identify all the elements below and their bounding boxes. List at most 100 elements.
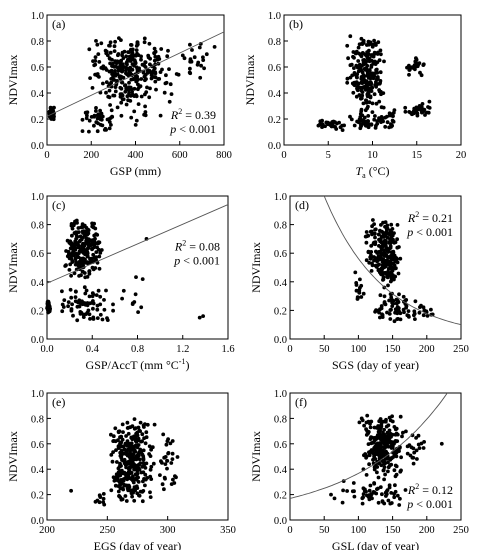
- data-point: [373, 126, 378, 130]
- data-point: [154, 87, 158, 92]
- data-point: [384, 424, 389, 429]
- data-point: [110, 115, 115, 119]
- data-point: [378, 48, 383, 53]
- data-point: [130, 491, 135, 495]
- data-point: [124, 102, 129, 107]
- data-point: [131, 446, 136, 450]
- data-point: [115, 473, 119, 478]
- data-point: [70, 302, 74, 307]
- data-point: [327, 121, 332, 126]
- r-squared-value: = 0.12: [419, 483, 453, 497]
- data-point: [421, 305, 426, 310]
- data-point: [123, 83, 128, 87]
- data-point: [405, 444, 410, 449]
- data-point: [90, 291, 95, 295]
- data-point: [141, 479, 145, 484]
- data-point: [371, 218, 375, 222]
- data-point: [365, 234, 369, 239]
- data-point: [379, 52, 383, 57]
- p-value-label: p < 0.001: [169, 122, 216, 136]
- data-point: [63, 264, 68, 268]
- data-point: [361, 118, 366, 123]
- data-point: [121, 477, 126, 481]
- data-point: [398, 496, 402, 501]
- data-point: [72, 271, 77, 276]
- data-point: [212, 45, 217, 49]
- data-point: [148, 56, 153, 61]
- x-axis-label: GSP/AccT (mm °C-1): [86, 357, 190, 372]
- data-point: [395, 237, 399, 242]
- plot-frame: [46, 392, 229, 521]
- data-point: [386, 444, 391, 449]
- data-point: [141, 454, 146, 459]
- data-point: [367, 100, 372, 105]
- x-label-subscript: a: [362, 171, 366, 180]
- data-point: [126, 466, 131, 471]
- p-value-label: p < 0.001: [406, 497, 453, 511]
- data-point: [369, 448, 374, 453]
- panel-label: (e): [52, 395, 65, 409]
- data-point: [374, 84, 378, 89]
- x-axis-label: EGS (day of year): [94, 539, 182, 550]
- x-tick-label: 100: [351, 525, 367, 536]
- data-point: [142, 436, 147, 441]
- data-point: [137, 85, 141, 90]
- data-point: [96, 52, 101, 56]
- y-tick-label: 0.2: [274, 306, 287, 317]
- data-point: [125, 420, 130, 425]
- data-point: [65, 254, 70, 259]
- data-point: [387, 298, 391, 303]
- data-point: [162, 487, 166, 492]
- data-point: [68, 262, 73, 267]
- data-point: [117, 494, 121, 498]
- r-squared-label: R2 = 0.12: [407, 482, 453, 497]
- data-point: [49, 115, 53, 119]
- data-point: [163, 455, 168, 459]
- data-point: [381, 251, 386, 256]
- data-point: [79, 260, 83, 264]
- data-point: [164, 80, 169, 85]
- data-point: [87, 129, 91, 134]
- data-point: [398, 317, 403, 322]
- data-point: [385, 488, 390, 492]
- data-point: [197, 315, 202, 320]
- panel-label: (d): [295, 198, 309, 212]
- x-label-unit: (°C): [366, 164, 390, 178]
- data-point: [415, 111, 420, 116]
- data-point: [141, 70, 146, 75]
- r-symbol: R: [407, 483, 416, 497]
- data-point: [119, 58, 124, 63]
- data-point: [373, 114, 377, 118]
- data-point: [379, 247, 384, 252]
- data-point: [382, 445, 387, 449]
- data-point: [375, 119, 380, 123]
- data-point: [376, 232, 381, 237]
- data-point: [165, 466, 169, 471]
- data-point: [372, 467, 377, 472]
- data-point: [95, 307, 100, 312]
- data-point: [384, 491, 388, 495]
- data-point: [420, 110, 424, 115]
- data-point: [96, 288, 101, 293]
- data-point: [148, 490, 152, 495]
- data-point: [404, 429, 408, 434]
- data-point: [383, 124, 388, 129]
- data-point: [94, 109, 98, 113]
- data-point: [384, 239, 388, 244]
- data-point: [107, 120, 112, 124]
- data-point: [139, 57, 143, 62]
- data-point: [135, 77, 140, 82]
- data-point: [143, 92, 147, 97]
- data-point: [384, 494, 388, 498]
- data-point: [96, 241, 100, 246]
- data-point: [385, 114, 389, 119]
- data-point: [113, 59, 118, 64]
- data-point: [98, 493, 102, 498]
- data-point: [142, 40, 147, 45]
- data-point: [370, 224, 374, 229]
- data-point: [364, 473, 369, 477]
- data-point: [377, 58, 382, 63]
- x-label-main: GSP/AccT (mm °C: [86, 358, 179, 372]
- data-point: [75, 241, 79, 245]
- data-point: [69, 295, 74, 300]
